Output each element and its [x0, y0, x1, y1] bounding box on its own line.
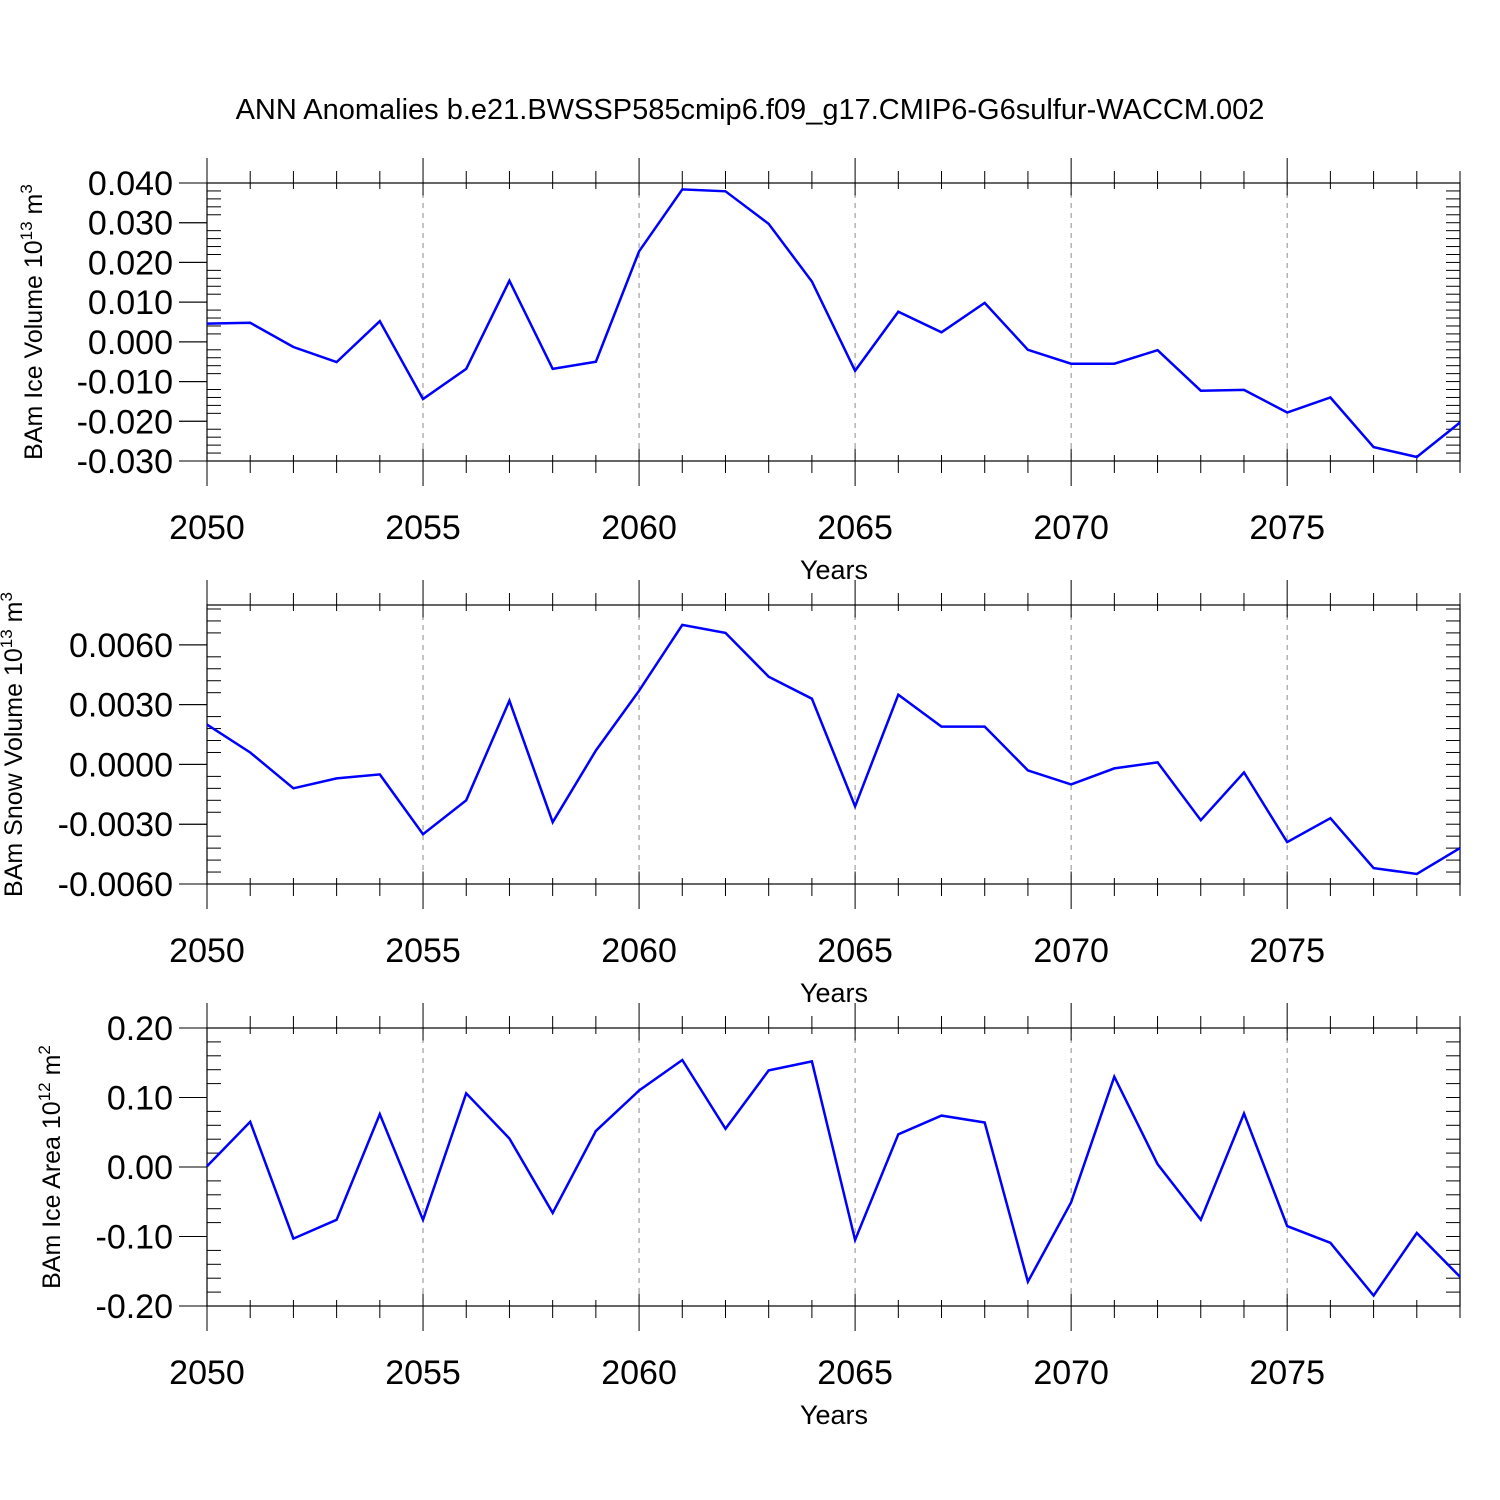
x-tick-label: 2050 [169, 1354, 245, 1392]
x-tick-label: 2055 [385, 509, 461, 547]
y-tick-label: -0.0030 [58, 806, 173, 844]
x-tick-label: 2065 [817, 932, 893, 970]
y-tick-label: 0.20 [107, 1010, 173, 1048]
x-tick-label: 2075 [1249, 932, 1325, 970]
x-tick-label: 2065 [817, 1354, 893, 1392]
y-tick-label: -0.0060 [58, 866, 173, 904]
x-tick-label: 2050 [169, 509, 245, 547]
y-tick-label: -0.010 [77, 364, 173, 402]
y-axis-label: BAm Snow Volume 1013 m3 [0, 592, 28, 897]
x-tick-label: 2075 [1249, 1354, 1325, 1392]
y-tick-label: -0.030 [77, 443, 173, 481]
x-tick-label: 2050 [169, 932, 245, 970]
series-line [206, 623, 1461, 876]
x-tick-label: 2060 [601, 932, 677, 970]
x-tick-label: 2070 [1033, 1354, 1109, 1392]
y-tick-label: 0.030 [88, 205, 173, 243]
x-tick-label: 2060 [601, 1354, 677, 1392]
panel-2: -0.0060 -0.0030 0.0000 0.0030 0.0060 2050 2055… [0, 580, 1461, 1008]
y-tick-label: 0.020 [88, 244, 173, 282]
y-tick-label: 0.010 [88, 284, 173, 322]
x-axis-label: Years [800, 555, 868, 585]
x-tick-label: 2075 [1249, 509, 1325, 547]
y-tick-label: 0.0030 [69, 687, 173, 725]
y-axis-label: BAm Ice Volume 1013 m3 [17, 184, 48, 460]
plot-frame [206, 1027, 1461, 1307]
plot-frame [206, 182, 1461, 462]
x-tick-label: 2070 [1033, 509, 1109, 547]
y-tick-label: 0.0000 [69, 746, 173, 784]
series-line [206, 1058, 1461, 1298]
figure-title: ANN Anomalies b.e21.BWSSP585cmip6.f09_g1… [236, 94, 1265, 126]
plot-frame [206, 604, 1461, 885]
y-tick-label: 0.000 [88, 324, 173, 362]
panel-3: -0.20 -0.10 0.00 0.10 0.20 2050 2055 2060 2065 20… [35, 1003, 1461, 1430]
y-tick-label: 0.0060 [69, 627, 173, 665]
x-tick-label: 2055 [385, 1354, 461, 1392]
y-tick-label: 0.10 [107, 1080, 173, 1118]
series-line [206, 188, 1461, 459]
panel-1: -0.030-0.020-0.0100.0000.0100.0200.0300.… [17, 158, 1461, 585]
x-tick-label: 2060 [601, 509, 677, 547]
x-tick-label: 2065 [817, 509, 893, 547]
y-tick-label: -0.020 [77, 403, 173, 441]
y-tick-label: 0.00 [107, 1149, 173, 1187]
panels: -0.030-0.020-0.0100.0000.0100.0200.0300.… [0, 158, 1461, 1430]
y-axis-label: BAm Ice Area 1012 m2 [35, 1045, 66, 1289]
y-tick-label: 0.040 [88, 165, 173, 203]
y-tick-label: -0.10 [96, 1219, 174, 1257]
x-axis-label: Years [800, 978, 868, 1008]
y-tick-label: -0.20 [96, 1288, 174, 1326]
x-axis-label: Years [800, 1400, 868, 1430]
x-tick-label: 2055 [385, 932, 461, 970]
x-tick-label: 2070 [1033, 932, 1109, 970]
